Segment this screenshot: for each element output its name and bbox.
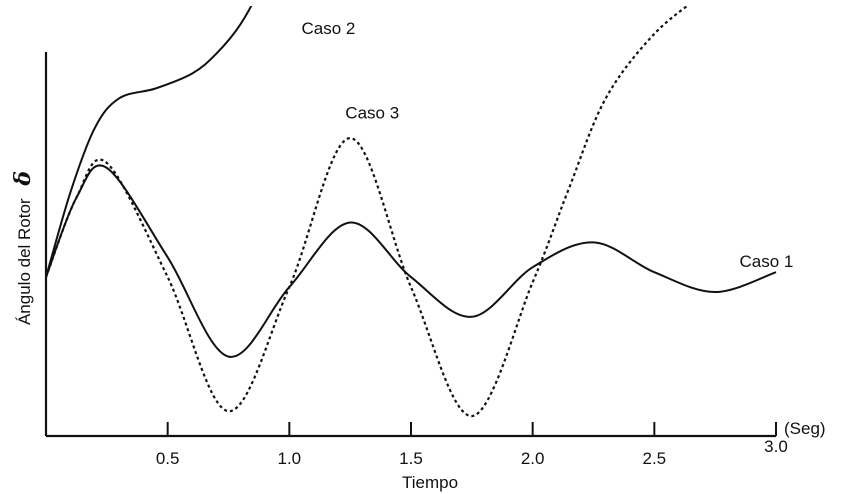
series-line-caso-2: [45, 6, 253, 278]
series-curves: [44, 6, 777, 418]
y-axis-title-text: Ángulo del Rotor: [15, 198, 34, 325]
series-label-caso-2: Caso 2: [302, 19, 356, 38]
x-tick-label: 1.0: [278, 449, 302, 468]
series-line-caso-3: [44, 6, 689, 418]
x-tick-label: 2.5: [643, 449, 667, 468]
x-tick-label: 2.0: [521, 449, 545, 468]
x-tick-label: 3.0: [764, 437, 788, 456]
x-tick-label: 0.5: [156, 449, 180, 468]
y-axis-title: Ángulo del Rotor δ: [10, 171, 36, 325]
x-unit-label: (Seg): [784, 419, 826, 438]
y-axis-title-symbol: δ: [10, 171, 36, 187]
x-ticks: 0.5 1.0 1.5 2.0 2.5 3.0: [156, 422, 788, 468]
x-tick-label: 1.5: [399, 449, 423, 468]
series-label-caso-3: Caso 3: [345, 103, 399, 122]
series-labels: Caso 1 Caso 2 Caso 3: [302, 19, 794, 271]
series-line-caso-1: [45, 164, 777, 358]
series-label-caso-1: Caso 1: [740, 252, 794, 271]
y-axis-title-group: Ángulo del Rotor δ: [10, 171, 36, 325]
x-axis-title: Tiempo: [402, 473, 458, 492]
